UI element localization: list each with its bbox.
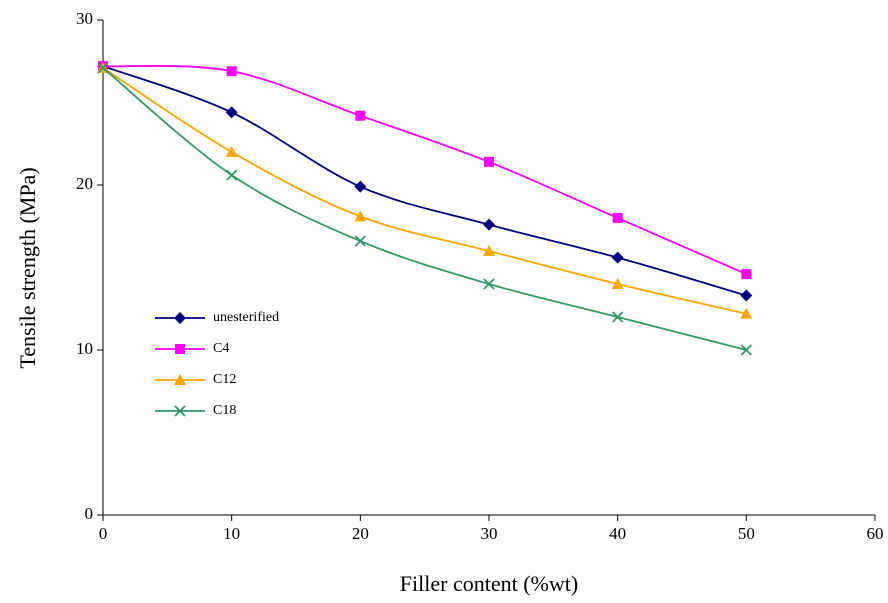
legend-marker xyxy=(174,374,186,385)
x-tick-label: 30 xyxy=(481,524,498,543)
marker xyxy=(611,251,624,264)
marker xyxy=(354,210,367,222)
series-line xyxy=(102,64,747,275)
marker xyxy=(611,278,624,289)
x-tick-label: 60 xyxy=(867,524,884,543)
marker xyxy=(741,269,752,280)
marker xyxy=(355,110,366,121)
y-tick-label: 0 xyxy=(85,504,94,523)
series-line xyxy=(102,67,747,315)
marker xyxy=(483,218,495,231)
x-tick-label: 10 xyxy=(223,524,240,543)
legend-label: C12 xyxy=(213,372,236,387)
x-tick-label: 50 xyxy=(738,524,755,543)
x-axis-title: Filler content (%wt) xyxy=(400,571,578,596)
marker xyxy=(226,66,237,77)
y-axis-title: Tensile strength (MPa) xyxy=(15,167,40,368)
legend-marker xyxy=(174,312,186,324)
y-tick-label: 30 xyxy=(76,9,93,28)
legend-label: unesterified xyxy=(213,310,279,325)
x-tick-label: 40 xyxy=(609,524,626,543)
marker xyxy=(740,344,752,356)
marker xyxy=(483,278,495,290)
marker xyxy=(225,106,238,119)
legend-marker xyxy=(174,405,186,417)
x-tick-label: 20 xyxy=(352,524,369,543)
legend-label: C4 xyxy=(213,341,229,356)
marker xyxy=(483,245,495,256)
marker xyxy=(354,235,366,247)
series-line xyxy=(102,65,747,297)
legend-marker xyxy=(175,344,185,354)
marker xyxy=(97,62,109,74)
x-tick-label: 0 xyxy=(99,524,108,543)
marker xyxy=(740,289,753,302)
marker xyxy=(225,146,238,157)
y-tick-label: 20 xyxy=(76,174,93,193)
marker xyxy=(740,307,753,319)
legend-label: C18 xyxy=(213,403,236,418)
y-tick-label: 10 xyxy=(76,339,93,358)
marker xyxy=(354,180,367,193)
series-line xyxy=(102,67,747,351)
marker xyxy=(484,156,494,167)
marker xyxy=(226,169,238,181)
marker xyxy=(612,311,624,323)
marker xyxy=(612,213,623,223)
